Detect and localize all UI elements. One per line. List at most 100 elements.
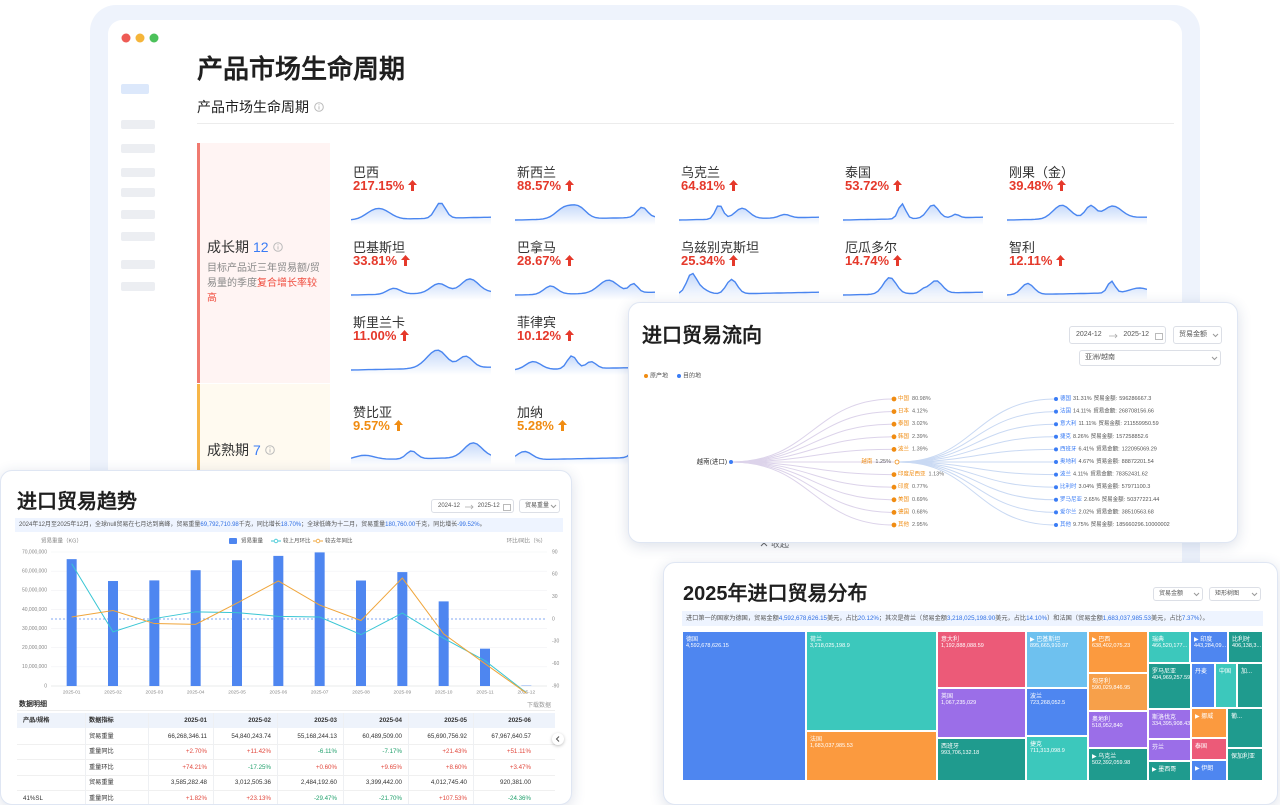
change-value: 88.57%	[517, 178, 575, 193]
legend-swatch	[229, 538, 237, 544]
sidebar-item	[121, 210, 155, 219]
treemap-tile[interactable]: 罗马尼亚 404,969,257.59	[1148, 663, 1191, 709]
treemap-tile[interactable]: 中国	[1215, 663, 1237, 708]
treemap-tile[interactable]: 德国 4,592,678,626.15	[682, 631, 806, 781]
table-cell: 2025-05	[444, 717, 467, 724]
y-tick-label: 50,000,000	[22, 588, 47, 594]
dropdown[interactable]: 亚洲/越南	[1079, 350, 1221, 366]
destination-name: 法国	[1060, 407, 1072, 415]
scroll-button[interactable]	[552, 733, 564, 745]
download-button[interactable]: 下载数据	[527, 703, 552, 709]
flow-link	[898, 461, 1057, 501]
treemap-tile[interactable]: 西班牙 993,706,132.18	[937, 738, 1026, 781]
source-label: 越南(进口)	[697, 457, 727, 466]
treemap-panel: 2025年进口贸易分布 贸易金额 矩形树图 进口第一的国家为德国，贸易金额4,592…	[663, 562, 1278, 805]
bar	[397, 572, 408, 686]
treemap-tile[interactable]: 奥地利 518,952,840	[1088, 711, 1148, 748]
dropdown[interactable]: 矩形树图	[1209, 587, 1261, 601]
country-name: 巴拿马	[517, 240, 557, 255]
bar	[356, 580, 366, 686]
treemap-tile[interactable]: ▶ 印度 443,284,09...	[1190, 631, 1228, 663]
destination-name: 捷克	[1060, 432, 1072, 440]
treemap-tile[interactable]: 比利时 406,138,3...	[1228, 631, 1263, 663]
sparkline	[351, 442, 491, 465]
tile-value: 334,395,908.43	[1152, 721, 1191, 727]
amount-label: 贸易金额:	[1090, 470, 1114, 478]
treemap-tile[interactable]: 波兰 723,268,052.5	[1026, 688, 1088, 736]
treemap-tile[interactable]: 丹麦	[1191, 663, 1215, 708]
x-tick-label: 2025-08	[352, 689, 370, 695]
origin-node	[891, 434, 897, 440]
tile-name: ▶ 挪威	[1195, 714, 1214, 720]
treemap-tile[interactable]: 意大利 1,192,888,088.59	[937, 631, 1026, 688]
treemap-tile[interactable]: 荷兰 3,218,025,198.9	[806, 631, 937, 731]
legend-marker	[315, 538, 321, 544]
treemap-tile[interactable]: 瑞典 466,520,177...	[1148, 631, 1190, 663]
treemap-tile[interactable]: 英国 1,067,235,029	[937, 688, 1026, 738]
treemap-tile[interactable]: ▶ 巴西 638,402,075.23	[1088, 631, 1148, 673]
date-range-picker[interactable]: 2024-12 2025-12	[1069, 326, 1166, 344]
treemap-tile[interactable]: 泰国	[1191, 738, 1227, 760]
x-tick-label: 2025-03	[146, 689, 164, 695]
treemap-tile[interactable]: 法国 1,683,037,985.53	[806, 731, 937, 781]
treemap-tile[interactable]: 捷克 711,313,098.9	[1026, 736, 1088, 781]
arrow-shape	[893, 255, 903, 266]
treemap-tile[interactable]: ▶ 墨西哥	[1148, 761, 1191, 781]
tile-name: 瑞典	[1152, 637, 1165, 643]
bar	[314, 552, 325, 686]
stage-name: 成长期	[207, 239, 249, 255]
treemap-tile[interactable]: 匈牙利 590,029,846.95	[1088, 673, 1148, 711]
table-cell: +23.13%	[246, 794, 271, 802]
y2-tick-label: 60	[552, 572, 558, 578]
change-value: 5.28%	[517, 418, 567, 433]
info-icon[interactable]	[264, 445, 275, 455]
treemap-tile[interactable]: ▶ 伊朗	[1191, 760, 1227, 781]
summary-bar: 2024年12月至2025年12月，全球null贸易在七月达到高峰，贸易重量69…	[15, 518, 563, 532]
treemap-tile[interactable]: 葡...	[1227, 708, 1263, 748]
treemap-tile[interactable]: 斯洛伐克 334,395,908.43	[1148, 709, 1191, 739]
destination-share: 9.75%	[1073, 522, 1089, 528]
amount-value: 185660296.10000002	[1116, 522, 1170, 528]
info-icon[interactable]	[272, 242, 283, 252]
info-icon[interactable]	[314, 102, 324, 112]
column-divider	[148, 713, 149, 804]
treemap-tile[interactable]: 芬兰	[1148, 739, 1191, 761]
amount-value: 596286667.3	[1119, 396, 1151, 402]
treemap-tile[interactable]: 保加利亚	[1227, 748, 1263, 781]
column-divider	[343, 713, 344, 804]
date-range-picker[interactable]: 2024-12 2025-12	[431, 499, 514, 513]
sparkline-line	[515, 279, 655, 296]
table-cell: +0.60%	[315, 763, 337, 771]
tile-value: 711,313,098.9	[1030, 748, 1065, 754]
legend-marker	[273, 538, 279, 544]
up-arrow	[401, 255, 411, 266]
arrow-path	[1108, 333, 1118, 339]
summary-text: ）和法国（贸易金额	[1047, 615, 1103, 622]
change-value: 217.15%	[353, 178, 418, 193]
country-name: 巴西	[353, 165, 380, 180]
dropdown[interactable]: 贸易金额	[1153, 587, 1203, 601]
change-value: 9.57%	[353, 418, 403, 433]
arrow-shape	[400, 330, 410, 341]
treemap-tile[interactable]: ▶ 乌克兰 502,392,059.98	[1088, 748, 1148, 781]
sidebar-item	[121, 168, 155, 177]
country-name: 加纳	[517, 405, 544, 420]
x-tick-label: 2025-04	[187, 689, 205, 695]
flow-panel: 进口贸易流向 2024-12 2025-12 贸易金额 亚洲/越南 原产地 目的地 越南(进…	[628, 302, 1238, 543]
dropdown[interactable]: 贸易金额	[1173, 326, 1222, 344]
table-cell: -24.36%	[507, 794, 531, 802]
destination-node	[1054, 422, 1058, 427]
flow-link	[730, 411, 895, 463]
treemap-tile[interactable]: ▶ 巴基斯坦 895,665,910.97	[1026, 631, 1088, 688]
x-tick-label: 2025-07	[311, 689, 329, 695]
destination-name: 奥地利	[1060, 457, 1077, 465]
treemap-tile[interactable]: 加...	[1237, 663, 1263, 708]
dropdown-text: 亚洲/越南	[1085, 354, 1115, 361]
dropdown[interactable]: 贸易重量	[519, 499, 560, 513]
treemap-tile[interactable]: ▶ 挪威	[1191, 708, 1227, 738]
destination-share: 2.65%	[1084, 497, 1100, 503]
y-axis-title: 贸易重量（KG）	[41, 536, 82, 544]
origin-share: 2.39%	[912, 434, 928, 440]
sparkline-area	[679, 273, 819, 300]
origin-node	[891, 497, 897, 503]
